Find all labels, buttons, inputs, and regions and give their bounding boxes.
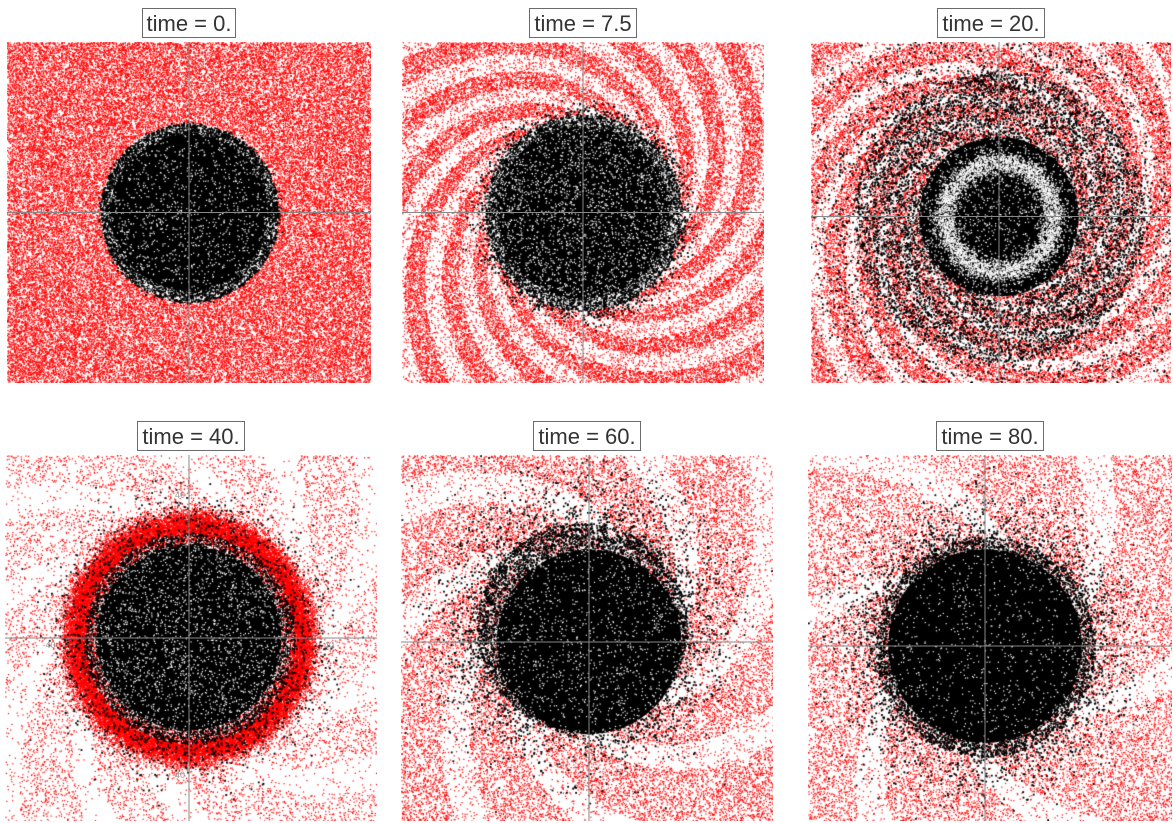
- panel-time-20: time = 20.: [811, 8, 1171, 383]
- panel-time-7-5: time = 7.5: [402, 8, 764, 383]
- scatter-plot-time-40: [5, 455, 377, 821]
- panel-title-wrap: time = 60.: [401, 421, 773, 457]
- panel-title: time = 80.: [936, 421, 1044, 451]
- panel-time-60: time = 60.: [401, 421, 773, 821]
- panel-title-wrap: time = 80.: [808, 421, 1172, 457]
- scatter-plot-time-60: [401, 455, 773, 821]
- panel-title-wrap: time = 20.: [811, 8, 1171, 44]
- panel-time-0: time = 0.: [7, 8, 371, 383]
- panel-title-wrap: time = 7.5: [402, 8, 764, 44]
- panel-title: time = 20.: [937, 8, 1045, 38]
- panel-title: time = 7.5: [529, 8, 637, 38]
- panel-title-wrap: time = 40.: [5, 421, 377, 457]
- scatter-plot-time-7-5: [402, 42, 764, 383]
- panel-title: time = 0.: [141, 8, 237, 38]
- scatter-plot-time-0: [7, 42, 371, 383]
- panel-time-40: time = 40. -40 40 40 -40: [5, 421, 377, 821]
- panel-time-80: time = 80.: [808, 421, 1172, 821]
- panel-title: time = 40.: [137, 421, 245, 451]
- scatter-plot-time-20: [811, 42, 1171, 383]
- scatter-plot-time-80: [808, 455, 1172, 821]
- panel-title: time = 60.: [533, 421, 641, 451]
- panel-title-wrap: time = 0.: [7, 8, 371, 44]
